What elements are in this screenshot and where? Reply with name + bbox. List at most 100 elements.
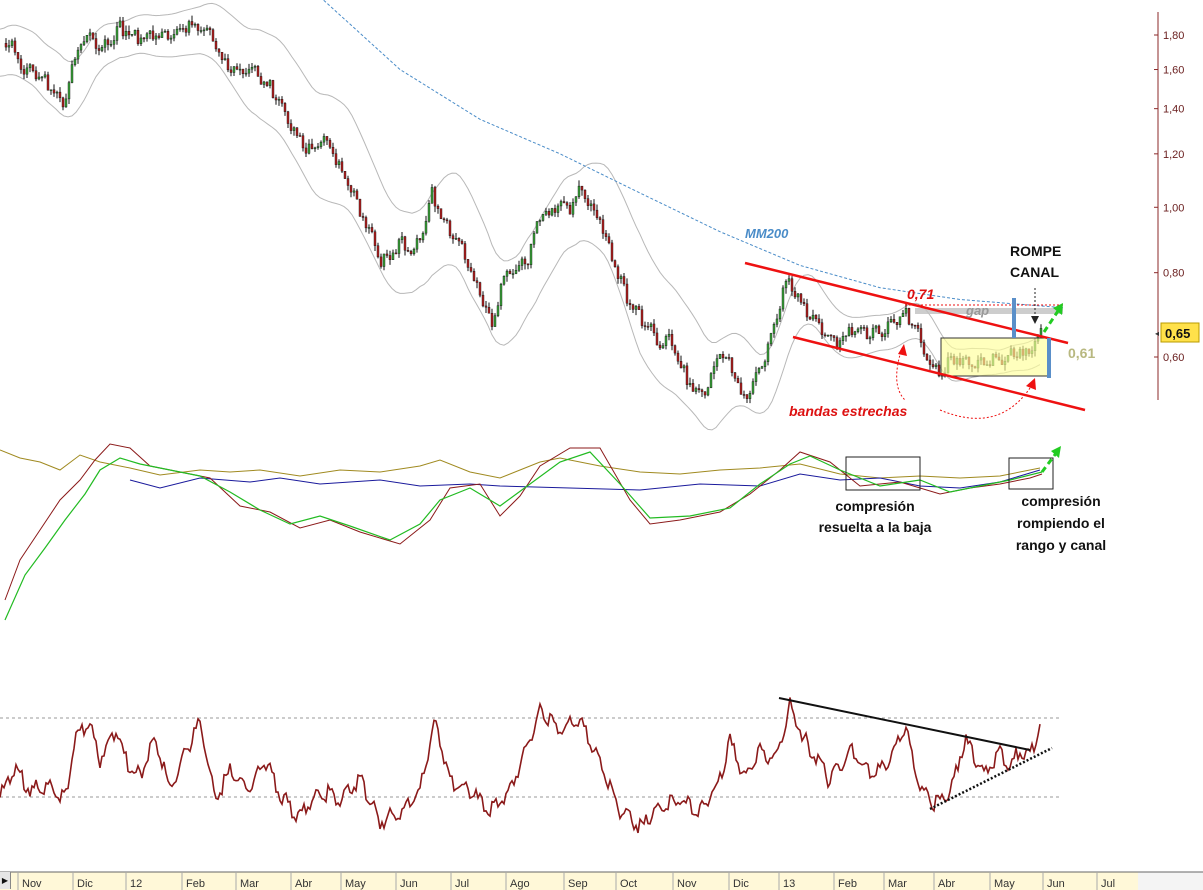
candle-body	[832, 335, 836, 338]
candle-body	[184, 28, 188, 33]
y-tick-label: 1,20	[1163, 149, 1184, 161]
level-071-label: 0,71	[907, 286, 934, 302]
candle-body	[652, 323, 656, 334]
candle-body	[247, 68, 251, 74]
candle-body	[355, 190, 359, 200]
candle-body	[109, 44, 113, 46]
candle-body	[787, 278, 791, 282]
candle-body	[112, 40, 116, 45]
candle-body	[676, 352, 680, 362]
candle-body	[166, 30, 170, 40]
candle-body	[691, 383, 695, 392]
candle-body	[292, 127, 296, 131]
candle-body	[778, 308, 782, 320]
candle-body	[541, 214, 545, 221]
candle-body	[400, 236, 404, 240]
candle-body	[442, 218, 446, 221]
candle-body	[655, 332, 659, 346]
candle-body	[451, 235, 455, 240]
candle-body	[10, 40, 14, 46]
candle-body	[349, 185, 353, 193]
candle-body	[388, 255, 392, 260]
candle-body	[124, 31, 128, 37]
candle-body	[79, 44, 83, 51]
candle-body	[766, 343, 770, 362]
candle-body	[934, 364, 938, 367]
candle-body	[922, 342, 926, 355]
rsi-line	[0, 697, 1041, 834]
candle-body	[646, 326, 650, 328]
candle-body	[283, 103, 287, 112]
candle-body	[466, 259, 470, 268]
candle-body	[73, 58, 77, 65]
candle-body	[313, 147, 317, 150]
candle-body	[928, 359, 932, 365]
candle-body	[61, 97, 65, 108]
candle-body	[931, 364, 935, 367]
x-tick-label: Abr	[295, 878, 312, 890]
candle-body	[604, 233, 608, 237]
candle-body	[379, 256, 383, 267]
candle-body	[433, 187, 437, 207]
x-tick-label: Nov	[677, 878, 697, 890]
candle-body	[199, 30, 203, 32]
candle-body	[457, 238, 461, 242]
oscillator-arrow-head	[1051, 446, 1061, 458]
scroll-left-icon[interactable]: ▶	[0, 872, 11, 889]
candle-body	[754, 372, 758, 382]
candle-body	[208, 27, 212, 30]
rompe-label: ROMPE	[1010, 243, 1061, 259]
candle-body	[625, 283, 629, 304]
candle-body	[904, 307, 908, 314]
candle-body	[508, 270, 512, 274]
x-tick-label: Jul	[1101, 878, 1115, 890]
x-tick-label: Nov	[22, 878, 42, 890]
oscillator-olive-line	[0, 449, 1041, 479]
candle-body	[46, 74, 50, 91]
candle-body	[628, 303, 632, 305]
bandas-arrowhead-right	[1026, 378, 1036, 390]
x-tick-label: 12	[130, 878, 142, 890]
candle-body	[685, 365, 689, 385]
candle-body	[304, 147, 308, 154]
candle-body	[367, 227, 371, 229]
candle-body	[481, 294, 485, 307]
candle-body	[865, 327, 869, 340]
candle-body	[91, 32, 95, 39]
candle-body	[28, 64, 32, 69]
candle-body	[118, 20, 122, 27]
candle-body	[52, 89, 56, 94]
candle-body	[667, 334, 671, 337]
candle-body	[13, 40, 17, 53]
candle-body	[511, 273, 515, 275]
candle-body	[211, 29, 215, 42]
candle-body	[358, 198, 362, 217]
candle-body	[226, 58, 230, 71]
candle-body	[514, 270, 518, 274]
candle-body	[373, 231, 377, 246]
rsi-panel	[0, 697, 1060, 834]
candle-body	[499, 283, 503, 306]
candle-body	[868, 337, 872, 340]
candle-body	[673, 345, 677, 354]
candle-body	[880, 333, 884, 337]
candle-body	[214, 40, 218, 50]
candle-body	[493, 315, 497, 327]
candle-body	[280, 99, 284, 104]
oscillator-blue-line	[129, 469, 1041, 491]
candle-body	[148, 30, 152, 35]
candle-body	[319, 141, 323, 147]
x-tick-label: Feb	[838, 878, 857, 890]
candle-body	[427, 202, 431, 222]
candle-body	[175, 28, 179, 35]
candle-body	[295, 127, 299, 136]
candle-body	[670, 334, 674, 346]
candle-body	[64, 98, 68, 108]
x-tick-label: 13	[783, 878, 795, 890]
candle-body	[106, 39, 110, 45]
candle-body	[529, 244, 533, 265]
candle-body	[748, 393, 752, 399]
candle-body	[58, 91, 62, 99]
candle-body	[286, 111, 290, 124]
rsi-resistance-line	[778, 697, 1031, 751]
